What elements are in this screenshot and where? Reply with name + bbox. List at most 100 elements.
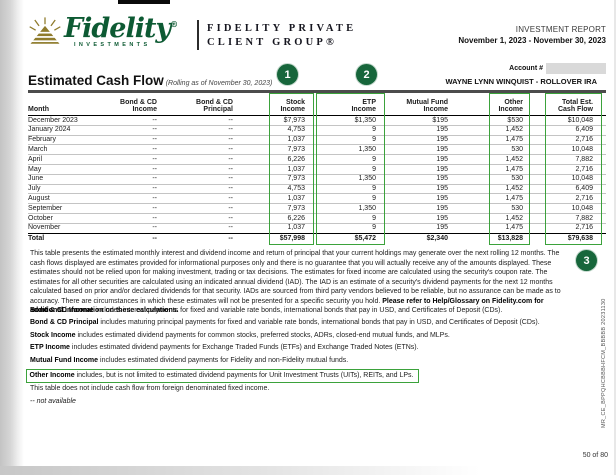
scan-edge-bottom — [0, 466, 480, 475]
table-cell: -- — [228, 116, 233, 124]
brand-sub-label: INVESTMENTS — [74, 42, 151, 48]
column-header: Month — [28, 106, 49, 114]
table-cell: 1,475 — [505, 224, 523, 232]
table-cell: $2,340 — [426, 234, 448, 242]
table-cell: 10,048 — [571, 175, 593, 183]
table-cell: 1,350 — [358, 145, 376, 153]
table-row: May -- -- 1,037 9 195 1,475 2,716 — [28, 165, 606, 175]
column-header: Stock Income — [280, 98, 305, 114]
report-info: INVESTMENT REPORT November 1, 2023 - Nov… — [458, 25, 606, 45]
table-cell: September — [28, 204, 63, 212]
table-cell: 6,226 — [287, 155, 305, 163]
page-title: Estimated Cash Flow (Rolling as of Novem… — [28, 72, 272, 90]
column-header: Other Income — [498, 98, 523, 114]
footnote-text: includes estimated dividend payments for… — [75, 331, 450, 339]
table-cell: 1,037 — [287, 194, 305, 202]
table-cell: 1,475 — [505, 194, 523, 202]
table-row: July -- -- 4,753 9 195 1,452 6,409 — [28, 185, 606, 195]
table-cell: 4,753 — [287, 185, 305, 193]
table-cell: 1,475 — [505, 136, 523, 144]
table-cell: -- — [152, 175, 157, 183]
footnote-text: includes estimated dividend payments for… — [98, 356, 349, 364]
table-cell: February — [28, 136, 57, 144]
footnote-term: Other Income — [29, 371, 75, 379]
cash-flow-table: Month Bond & CD Income Bond & CD Principal… — [28, 96, 606, 243]
table-cell: March — [28, 145, 48, 153]
table-cell: -- — [152, 194, 157, 202]
table-cell: 2,716 — [575, 224, 593, 232]
report-period: November 1, 2023 - November 30, 2023 — [458, 36, 606, 45]
table-cell: 10,048 — [571, 204, 593, 212]
table-cell: 2,716 — [575, 165, 593, 173]
table-cell: $7,973 — [283, 116, 305, 124]
table-cell: 195 — [436, 204, 448, 212]
table-row: January 2024 -- -- 4,753 9 195 1,452 6,409 — [28, 126, 606, 136]
footnote-line: Mutual Fund Income includes estimated di… — [30, 357, 590, 365]
footnote-term: Stock Income — [30, 331, 76, 339]
footnote-text: includes estimated dividend payments for… — [69, 344, 419, 352]
table-cell: 195 — [436, 155, 448, 163]
table-cell: 7,973 — [287, 145, 305, 153]
header-divider — [197, 20, 199, 50]
table-cell: 1,350 — [358, 175, 376, 183]
table-cell: -- — [152, 126, 157, 134]
footnote-text: This table does not include cash flow fr… — [30, 385, 270, 393]
table-cell: 195 — [436, 165, 448, 173]
annotation-circle-2: 2 — [356, 64, 377, 85]
table-cell: 10,048 — [571, 145, 593, 153]
table-cell: 2,716 — [575, 136, 593, 144]
highlight-box-other-income — [489, 93, 530, 245]
table-cell: 1,037 — [287, 136, 305, 144]
scan-edge-left — [0, 0, 24, 475]
table-cell: 1,037 — [287, 224, 305, 232]
column-header: Bond & CD Income — [120, 98, 157, 114]
table-cell: -- — [228, 194, 233, 202]
table-cell: 7,973 — [287, 204, 305, 212]
footnote-line: -- not available — [30, 398, 590, 406]
table-cell: 530 — [511, 145, 523, 153]
table-cell: June — [28, 175, 44, 183]
table-cell: 195 — [436, 214, 448, 222]
table-cell: 195 — [436, 175, 448, 183]
table-cell: April — [28, 155, 43, 163]
footnote-line: ETP Income includes estimated dividend p… — [30, 344, 590, 352]
account-holder-name: WAYNE LYNN WINQUIST - ROLLOVER IRA — [445, 77, 597, 86]
table-row: August -- -- 1,037 9 195 1,475 2,716 — [28, 194, 606, 205]
table-cell: -- — [152, 185, 157, 193]
highlight-box-stock-income — [269, 93, 314, 245]
table-cell: 1,475 — [505, 165, 523, 173]
table-cell: $57,998 — [279, 234, 305, 242]
table-row: September -- -- 7,973 1,350 195 530 10,048 — [28, 204, 606, 214]
column-header: Bond & CD Principal — [196, 98, 233, 114]
table-total-row: Total -- -- $57,998 $5,472 $2,340 $13,828 $79,6… — [28, 232, 606, 244]
table-cell: 195 — [436, 194, 448, 202]
table-cell: 530 — [511, 204, 523, 212]
disclosure-paragraph: This table presents the estimated monthl… — [30, 249, 570, 316]
footnote-term: Bond & CD Principal — [30, 319, 99, 327]
table-cell: -- — [228, 155, 233, 163]
table-cell: 6,409 — [575, 185, 593, 193]
brand-wordmark: Fidelity® — [64, 13, 178, 44]
table-cell: 2,716 — [575, 194, 593, 202]
pyramid-icon — [28, 15, 62, 52]
table-cell: December 2023 — [28, 116, 78, 124]
table-cell: 1,452 — [505, 214, 523, 222]
account-number-redaction — [546, 63, 606, 74]
footnote-list: Bond & CD Income includes interest payme… — [25, 307, 590, 410]
table-cell: 1,452 — [505, 185, 523, 193]
table-cell: 195 — [436, 185, 448, 193]
table-cell: -- — [228, 145, 233, 153]
table-cell: -- — [228, 136, 233, 144]
table-cell: -- — [152, 136, 157, 144]
table-cell: -- — [152, 224, 157, 232]
table-cell: 7,973 — [287, 175, 305, 183]
table-cell: May — [28, 165, 42, 173]
table-cell: -- — [152, 204, 157, 212]
table-cell: 9 — [372, 214, 376, 222]
title-rule — [28, 90, 606, 93]
annotation-circle-1: 1 — [277, 64, 298, 85]
table-cell: -- — [228, 224, 233, 232]
table-cell: 9 — [372, 126, 376, 134]
table-cell: 1,037 — [287, 165, 305, 173]
